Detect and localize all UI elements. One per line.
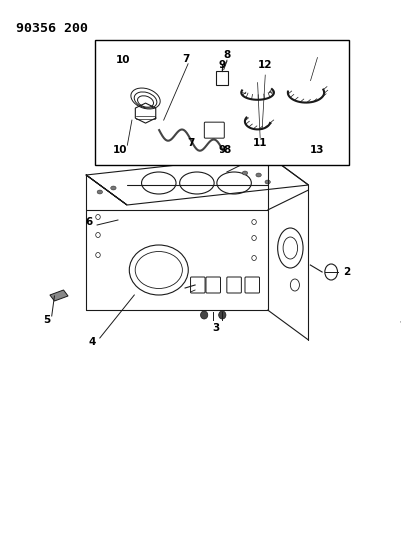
Ellipse shape: [200, 311, 208, 319]
Text: 12: 12: [258, 60, 273, 70]
Text: 8: 8: [223, 50, 231, 60]
Text: 6: 6: [85, 217, 93, 227]
Text: 11: 11: [253, 138, 267, 148]
Text: 13: 13: [310, 145, 325, 155]
Bar: [95, 40, 349, 165]
Ellipse shape: [97, 190, 103, 194]
Text: 10: 10: [115, 55, 130, 65]
Ellipse shape: [256, 173, 261, 177]
Ellipse shape: [265, 180, 270, 184]
Ellipse shape: [111, 186, 116, 190]
Text: 90356 200: 90356 200: [16, 22, 88, 35]
Text: 3: 3: [399, 315, 401, 325]
Ellipse shape: [242, 171, 248, 175]
Bar: [216, 70, 228, 85]
Text: 7: 7: [188, 138, 195, 148]
Text: 3: 3: [212, 323, 220, 333]
Ellipse shape: [219, 311, 226, 319]
Text: 7: 7: [182, 54, 190, 64]
Text: 1: 1: [275, 142, 282, 152]
Text: 5: 5: [44, 315, 51, 325]
Text: 10: 10: [113, 145, 128, 155]
Text: 2: 2: [343, 267, 350, 277]
Polygon shape: [50, 290, 68, 301]
Text: 9: 9: [219, 60, 225, 70]
Text: 4: 4: [89, 337, 96, 347]
Text: 8: 8: [223, 145, 231, 155]
Text: 9: 9: [219, 145, 225, 155]
